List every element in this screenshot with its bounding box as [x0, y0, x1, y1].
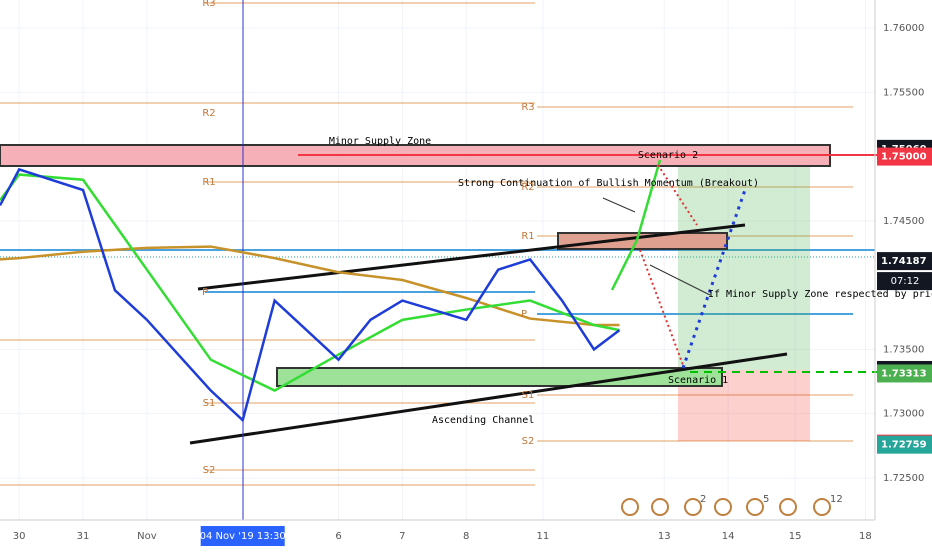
plot [0, 167, 621, 423]
x-tick-label: 31 [77, 531, 90, 542]
x-tick-label: 6 [335, 531, 341, 542]
event-icon [779, 498, 797, 516]
event-icon [651, 498, 669, 516]
event-count: 12 [830, 494, 843, 505]
y-tick-label: 1.73500 [883, 344, 924, 355]
x-tick-label: 11 [537, 531, 550, 542]
annotation: If Minor Supply Zone respected by price … [708, 289, 932, 300]
event-icon [684, 498, 702, 516]
pivot-label: S1 [203, 398, 216, 409]
x-tick-label: 14 [722, 531, 735, 542]
event-count: 2 [700, 494, 706, 505]
x-tick-label: 15 [789, 531, 802, 542]
price-tag [877, 364, 932, 383]
countdown-tag [877, 272, 932, 291]
zones [0, 0, 932, 520]
x-tick-label: 7 [399, 531, 405, 542]
price-tag [877, 147, 932, 166]
pivot-label: R3 [521, 102, 534, 113]
ma-line [0, 173, 620, 392]
x-tick-label: 30 [13, 531, 26, 542]
crosshair-label: 04 Nov '19 13:30 [200, 531, 286, 542]
x-tick-label: 8 [463, 531, 469, 542]
y-tick-label: 1.76000 [883, 23, 924, 34]
pivot-label: S2 [522, 436, 535, 447]
pivot-label: R1 [521, 231, 534, 242]
crosshair-tag [200, 526, 285, 546]
price-tag-label: 1.75000 [881, 152, 927, 163]
event-icon [714, 498, 732, 516]
annotation: Scenario 2 [638, 150, 698, 161]
x-tick-label: 13 [658, 531, 671, 542]
price-tag-label: 1.72759 [881, 440, 927, 451]
pivot-label: P [202, 287, 208, 298]
annotation: Scenario 1 [668, 375, 728, 386]
x-tick-label: 18 [859, 531, 872, 542]
annotation: Minor Supply Zone [329, 136, 431, 147]
pivot-label: P [521, 309, 527, 320]
event-icon [746, 498, 764, 516]
price-tag [877, 435, 932, 454]
y-tick-label: 1.75500 [883, 87, 924, 98]
pivot-label: R3 [202, 0, 215, 9]
pivot-label: R1 [202, 177, 215, 188]
pivot-label: S2 [203, 465, 216, 476]
y-tick-label: 1.74500 [883, 216, 924, 227]
ma-line [0, 245, 620, 327]
pivot-label: R2 [202, 108, 215, 119]
price-tag [877, 252, 932, 271]
pivot-lines [0, 2, 875, 486]
event-count: 5 [763, 494, 769, 505]
countdown: 07:12 [891, 276, 920, 287]
y-tick-label: 1.72500 [883, 473, 924, 484]
annotation: Ascending Channel [432, 415, 534, 426]
pivot-label: R2 [521, 182, 534, 193]
price-tag-label: 1.74187 [881, 256, 927, 267]
x-tick-label: Nov [137, 531, 157, 542]
y-tick-label: 1.73000 [883, 409, 924, 420]
annotation: Strong Continuation of Bullish Momentum … [458, 178, 759, 189]
price-tag-label: 1.73313 [881, 368, 927, 379]
ma-line [0, 167, 621, 423]
grid [0, 0, 875, 520]
event-icon [621, 498, 639, 516]
pivot-label: S1 [522, 390, 535, 401]
event-icon [813, 498, 831, 516]
